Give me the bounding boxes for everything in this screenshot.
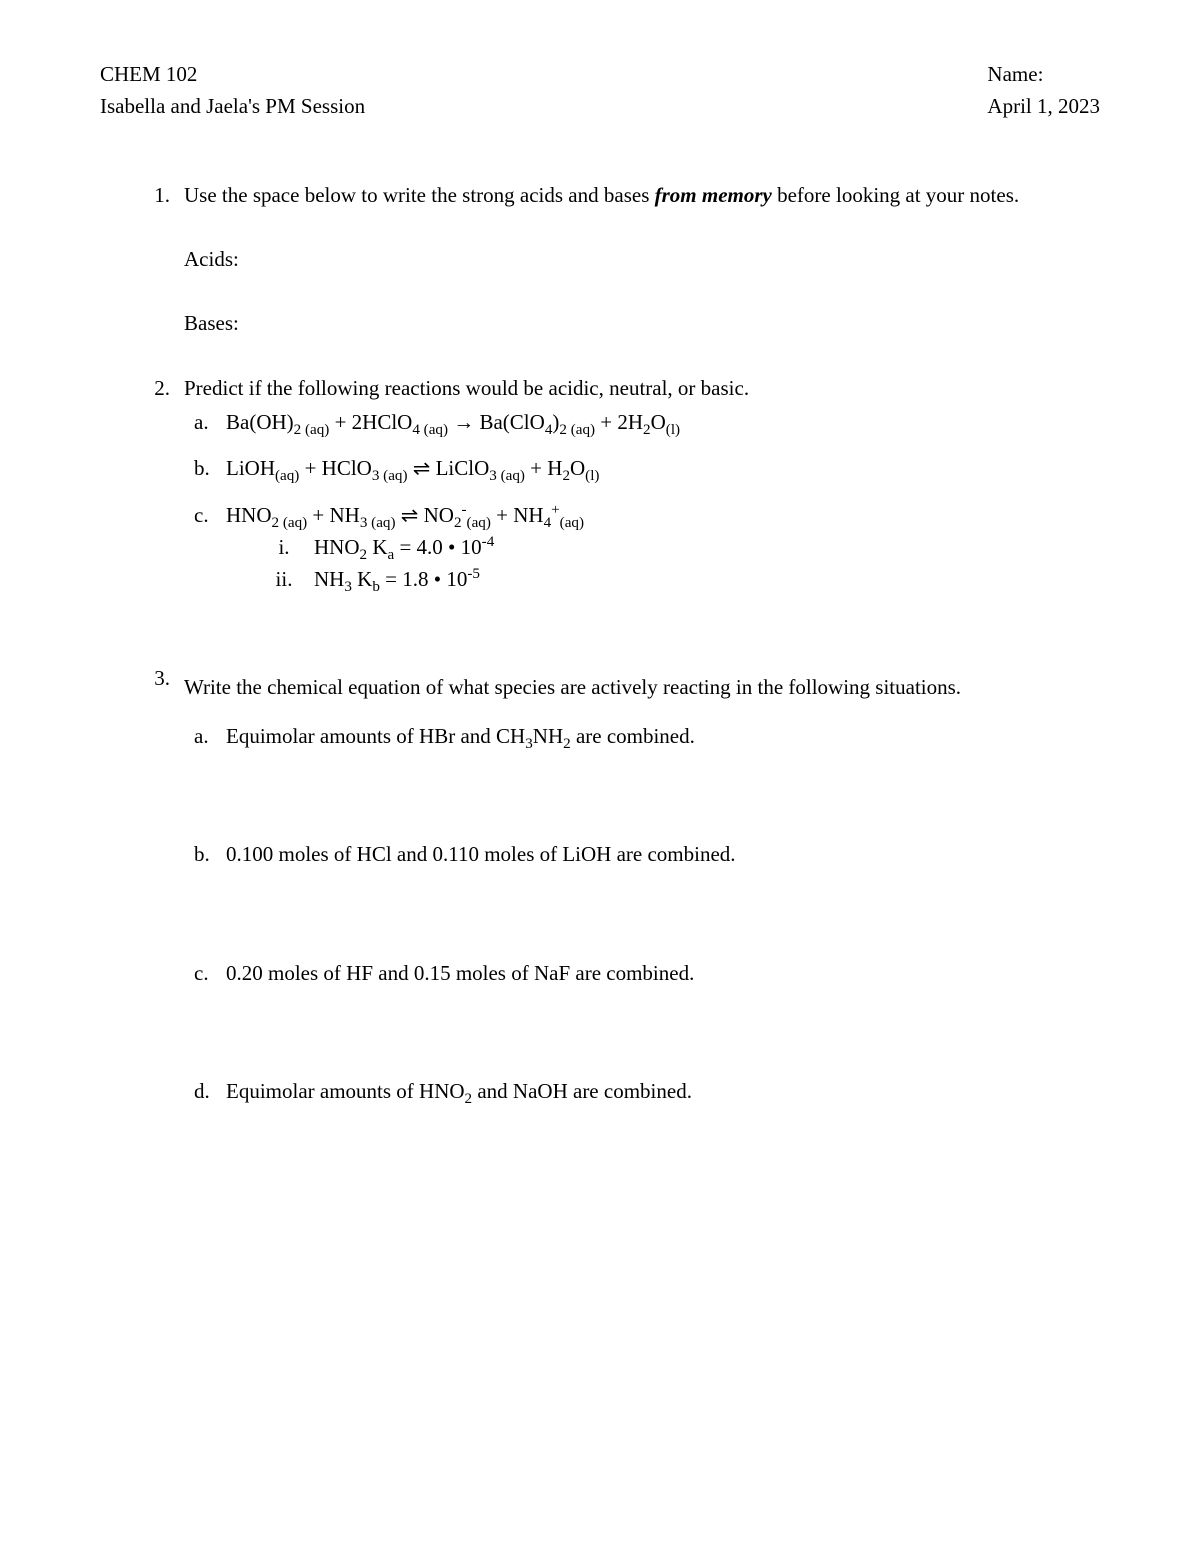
q3b-num: b.: [184, 840, 226, 868]
q3-body: Write the chemical equation of what spec…: [184, 664, 1100, 1106]
q2c-num: c.: [184, 501, 226, 594]
question-1: 1. Use the space below to write the stro…: [150, 181, 1100, 338]
q2c-i-num: i.: [254, 533, 314, 561]
q3d-num: d.: [184, 1077, 226, 1105]
q2a-num: a.: [184, 408, 226, 436]
q3-intro: Write the chemical equation of what spec…: [184, 664, 1100, 710]
q3c-num: c.: [184, 959, 226, 987]
question-3: 3. Write the chemical equation of what s…: [150, 664, 1100, 1106]
q2c-eq-wrap: HNO2 (aq) + NH3 (aq) ⇌ NO2-(aq) + NH4+(a…: [226, 501, 584, 594]
q3a-text: Equimolar amounts of HBr and CH3NH2 are …: [226, 722, 695, 750]
q2c: c. HNO2 (aq) + NH3 (aq) ⇌ NO2-(aq) + NH4…: [184, 501, 1100, 594]
q3a-num: a.: [184, 722, 226, 750]
q2c-i-val: HNO2 Ka = 4.0 • 10-4: [314, 533, 494, 561]
q3b-text: 0.100 moles of HCl and 0.110 moles of Li…: [226, 840, 736, 868]
q2b: b. LiOH(aq) + HClO3 (aq) ⇌ LiClO3 (aq) +…: [184, 454, 1100, 482]
q2c-ii-num: ii.: [254, 565, 314, 593]
q2c-i: i. HNO2 Ka = 4.0 • 10-4: [254, 533, 584, 561]
content-body: 1. Use the space below to write the stro…: [100, 181, 1100, 1106]
q3b: b. 0.100 moles of HCl and 0.110 moles of…: [184, 840, 1100, 868]
q3c-text: 0.20 moles of HF and 0.15 moles of NaF a…: [226, 959, 694, 987]
header-left: CHEM 102 Isabella and Jaela's PM Session: [100, 60, 365, 121]
q1-body: Use the space below to write the strong …: [184, 181, 1100, 338]
q3-number: 3.: [150, 664, 184, 1106]
q2-body: Predict if the following reactions would…: [184, 374, 1100, 594]
q3c: c. 0.20 moles of HF and 0.15 moles of Na…: [184, 959, 1100, 987]
q1-text-a: Use the space below to write the strong …: [184, 183, 655, 207]
q2a-eq: Ba(OH)2 (aq) + 2HClO4 (aq) → Ba(ClO4)2 (…: [226, 408, 680, 436]
q3d-text: Equimolar amounts of HNO2 and NaOH are c…: [226, 1077, 692, 1105]
q1-number: 1.: [150, 181, 184, 338]
name-label: Name:: [987, 60, 1100, 88]
q1-bases-label: Bases:: [184, 309, 1100, 337]
q1-text-b: before looking at your notes.: [772, 183, 1019, 207]
date: April 1, 2023: [987, 92, 1100, 120]
q3d: d. Equimolar amounts of HNO2 and NaOH ar…: [184, 1077, 1100, 1105]
q2-intro: Predict if the following reactions would…: [184, 374, 1100, 402]
q2b-eq: LiOH(aq) + HClO3 (aq) ⇌ LiClO3 (aq) + H2…: [226, 454, 599, 482]
q2c-ii-val: NH3 Kb = 1.8 • 10-5: [314, 565, 480, 593]
q2c-sublist: i. HNO2 Ka = 4.0 • 10-4 ii. NH3 Kb = 1.8…: [226, 533, 584, 594]
q2b-num: b.: [184, 454, 226, 482]
q2c-ii: ii. NH3 Kb = 1.8 • 10-5: [254, 565, 584, 593]
q2a: a. Ba(OH)2 (aq) + 2HClO4 (aq) → Ba(ClO4)…: [184, 408, 1100, 436]
page-header: CHEM 102 Isabella and Jaela's PM Session…: [100, 60, 1100, 121]
q3a: a. Equimolar amounts of HBr and CH3NH2 a…: [184, 722, 1100, 750]
q2c-eq: HNO2 (aq) + NH3 (aq) ⇌ NO2-(aq) + NH4+(a…: [226, 501, 584, 529]
q1-emph: from memory: [655, 183, 772, 207]
header-right: Name: April 1, 2023: [987, 60, 1100, 121]
q1-acids-label: Acids:: [184, 245, 1100, 273]
session-title: Isabella and Jaela's PM Session: [100, 92, 365, 120]
q2-number: 2.: [150, 374, 184, 594]
question-2: 2. Predict if the following reactions wo…: [150, 374, 1100, 594]
course-code: CHEM 102: [100, 60, 365, 88]
